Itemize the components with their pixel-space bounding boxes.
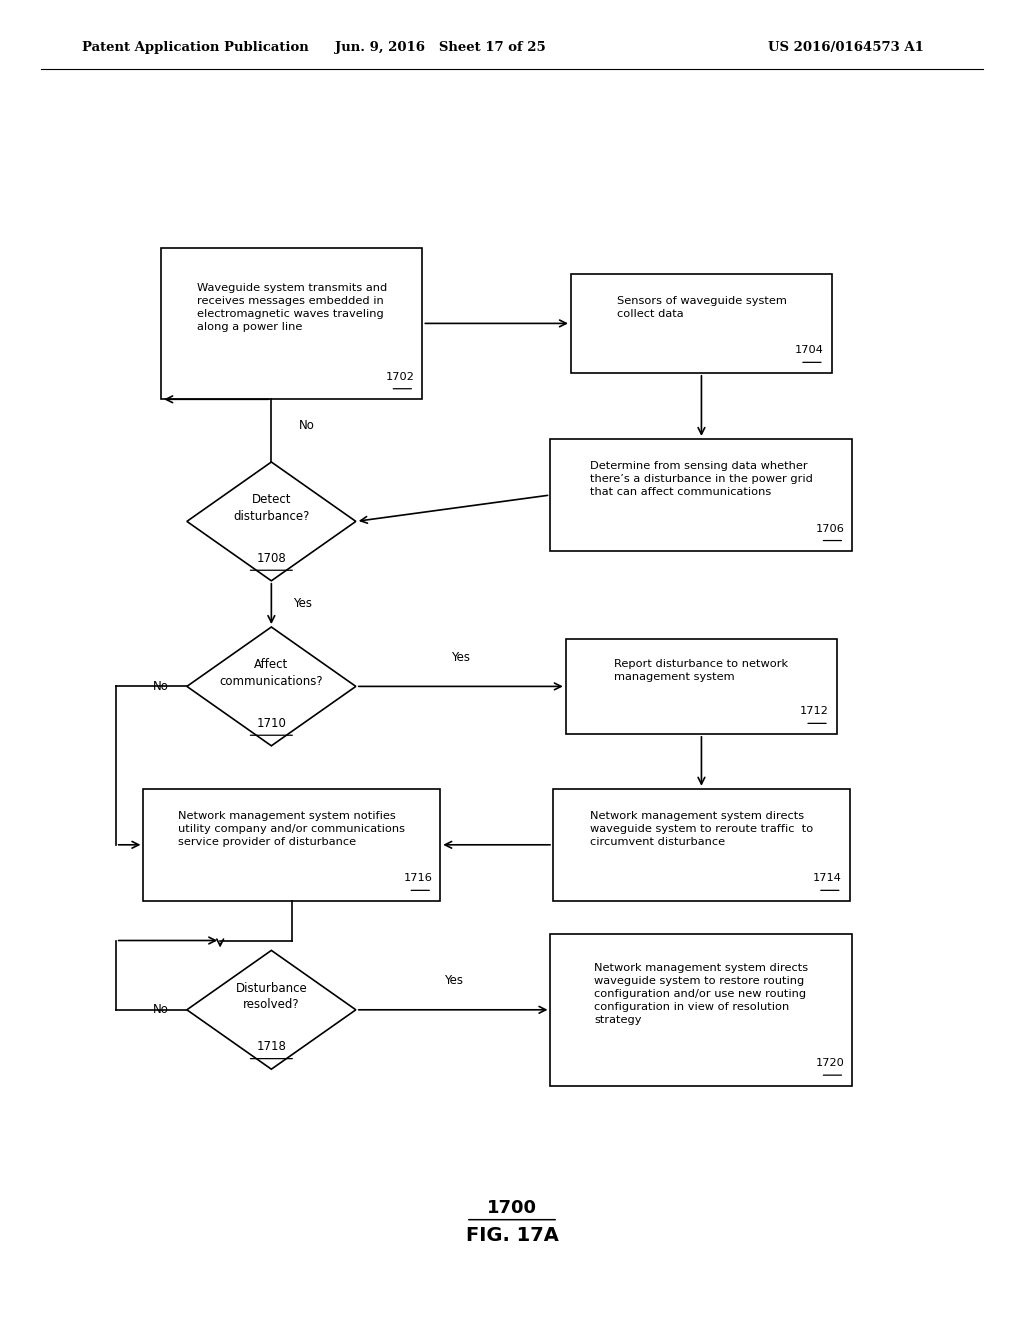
Text: Affect
communications?: Affect communications? xyxy=(219,659,324,688)
Text: 1718: 1718 xyxy=(256,1040,287,1053)
Text: Sensors of waveguide system
collect data: Sensors of waveguide system collect data xyxy=(616,296,786,319)
Text: No: No xyxy=(299,418,315,432)
Text: 1708: 1708 xyxy=(256,552,287,565)
Text: 1710: 1710 xyxy=(256,717,287,730)
Text: 1712: 1712 xyxy=(800,706,829,717)
Text: Yes: Yes xyxy=(443,974,463,987)
Text: 1720: 1720 xyxy=(815,1059,844,1068)
Text: Determine from sensing data whether
there’s a disturbance in the power grid
that: Determine from sensing data whether ther… xyxy=(590,462,813,496)
FancyBboxPatch shape xyxy=(551,438,852,552)
Text: No: No xyxy=(154,1003,169,1016)
Text: Disturbance
resolved?: Disturbance resolved? xyxy=(236,982,307,1011)
Polygon shape xyxy=(186,627,356,746)
FancyBboxPatch shape xyxy=(571,275,833,372)
Text: Yes: Yes xyxy=(452,651,470,664)
FancyBboxPatch shape xyxy=(161,248,422,399)
Text: Patent Application Publication: Patent Application Publication xyxy=(82,41,308,54)
Text: 1700: 1700 xyxy=(487,1199,537,1217)
Text: Jun. 9, 2016   Sheet 17 of 25: Jun. 9, 2016 Sheet 17 of 25 xyxy=(335,41,546,54)
FancyBboxPatch shape xyxy=(565,639,838,734)
FancyBboxPatch shape xyxy=(553,788,850,900)
Polygon shape xyxy=(186,462,356,581)
FancyBboxPatch shape xyxy=(143,788,440,900)
Text: Network management system directs
waveguide system to reroute traffic  to
circum: Network management system directs wavegu… xyxy=(590,812,813,846)
Text: Network management system directs
waveguide system to restore routing
configurat: Network management system directs wavegu… xyxy=(594,964,809,1024)
Text: No: No xyxy=(154,680,169,693)
Text: 1702: 1702 xyxy=(385,372,414,381)
Polygon shape xyxy=(186,950,356,1069)
Text: Waveguide system transmits and
receives messages embedded in
electromagnetic wav: Waveguide system transmits and receives … xyxy=(197,284,387,331)
FancyBboxPatch shape xyxy=(551,935,852,1085)
Text: 1714: 1714 xyxy=(813,874,842,883)
Text: 1706: 1706 xyxy=(815,524,844,533)
Text: Network management system notifies
utility company and/or communications
service: Network management system notifies utili… xyxy=(178,812,406,846)
Text: 1716: 1716 xyxy=(403,874,432,883)
Text: FIG. 17A: FIG. 17A xyxy=(466,1226,558,1245)
Text: Report disturbance to network
management system: Report disturbance to network management… xyxy=(614,659,788,682)
Text: Yes: Yes xyxy=(293,598,311,610)
Text: US 2016/0164573 A1: US 2016/0164573 A1 xyxy=(768,41,924,54)
Text: 1704: 1704 xyxy=(795,346,823,355)
Text: Detect
disturbance?: Detect disturbance? xyxy=(233,494,309,523)
